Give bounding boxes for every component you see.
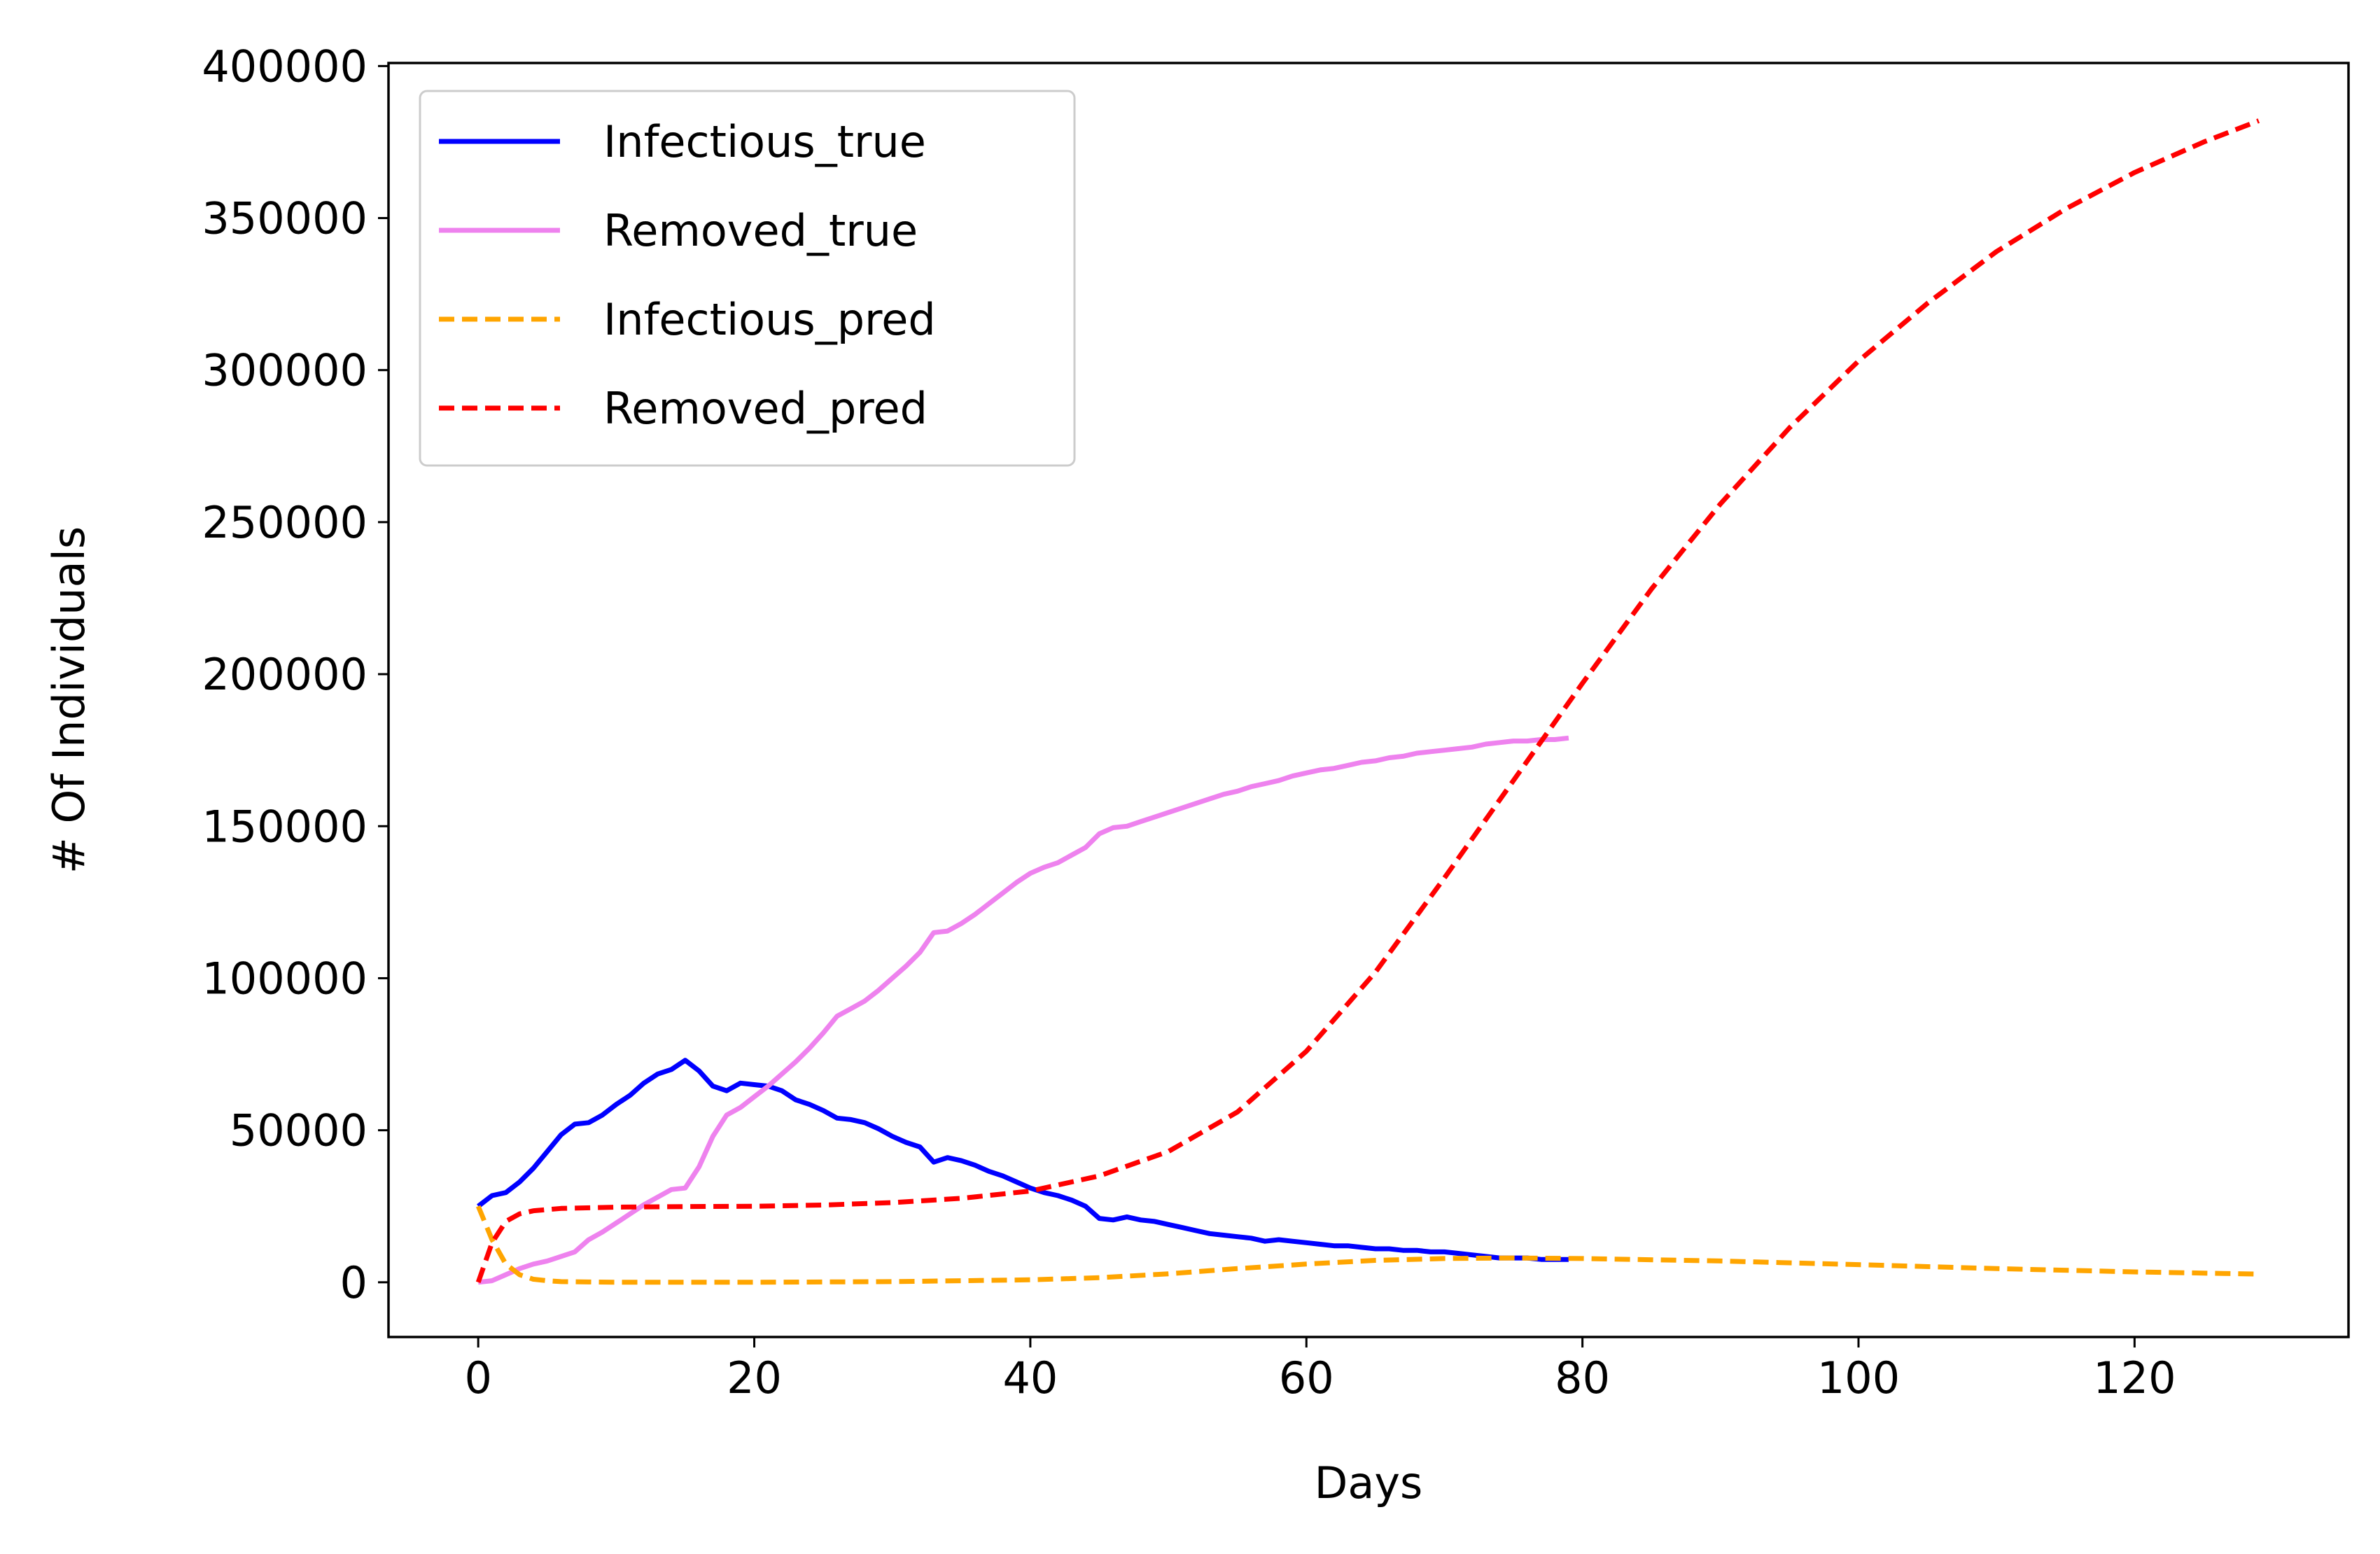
axes: 0 20 40 60 80 100 120 0 50000 100000 150000 200000 2… — [202, 41, 2350, 1404]
y-tick-label: 400000 — [202, 41, 368, 92]
series-group — [475, 118, 2260, 1285]
series-line-removed-true — [477, 735, 1569, 1285]
x-tick-label: 60 — [1279, 1352, 1334, 1404]
x-tick-label: 40 — [1002, 1352, 1058, 1404]
x-tick-label: 80 — [1555, 1352, 1610, 1404]
series-line-removed-pred — [475, 118, 2260, 1283]
series-line-infectious-pred — [475, 1205, 2259, 1285]
y-tick-label: 150000 — [202, 801, 368, 852]
x-tick-label: 20 — [727, 1352, 782, 1404]
plot-area — [475, 118, 2260, 1285]
y-tick-label: 200000 — [202, 649, 368, 700]
y-tick-label: 300000 — [202, 345, 368, 396]
x-axis-title: Days — [1315, 1457, 1423, 1508]
legend-label: Infectious_pred — [603, 294, 936, 345]
legend: Infectious_true Removed_true Infectious_pr… — [419, 90, 1076, 467]
x-tick-label: 100 — [1817, 1352, 1900, 1404]
legend-box — [419, 90, 1076, 467]
y-tick-label: 250000 — [202, 497, 368, 548]
x-tick-label: 120 — [2093, 1352, 2176, 1404]
legend-label: Removed_true — [603, 205, 918, 256]
series-line-infectious-true — [477, 1058, 1569, 1262]
y-axis-title: # Of Individuals — [43, 526, 94, 874]
y-tick-label: 100000 — [202, 953, 368, 1004]
legend-label: Removed_pred — [603, 383, 927, 434]
y-tick-label: 350000 — [202, 193, 368, 244]
y-tick-label: 50000 — [230, 1105, 368, 1156]
legend-label: Infectious_true — [603, 116, 926, 167]
y-tick-label: 0 — [340, 1257, 368, 1308]
x-tick-label: 0 — [464, 1352, 491, 1404]
axes-frame — [387, 62, 2350, 1338]
